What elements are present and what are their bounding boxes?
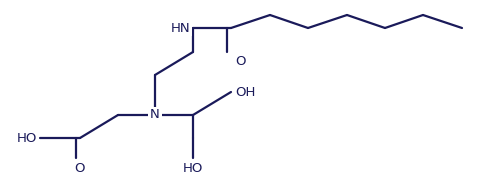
Text: HO: HO <box>17 132 37 144</box>
Text: O: O <box>235 55 246 68</box>
Text: HN: HN <box>171 21 190 34</box>
Text: HO: HO <box>183 162 203 175</box>
Text: N: N <box>150 108 160 122</box>
Text: O: O <box>75 162 85 175</box>
Text: OH: OH <box>235 85 255 98</box>
